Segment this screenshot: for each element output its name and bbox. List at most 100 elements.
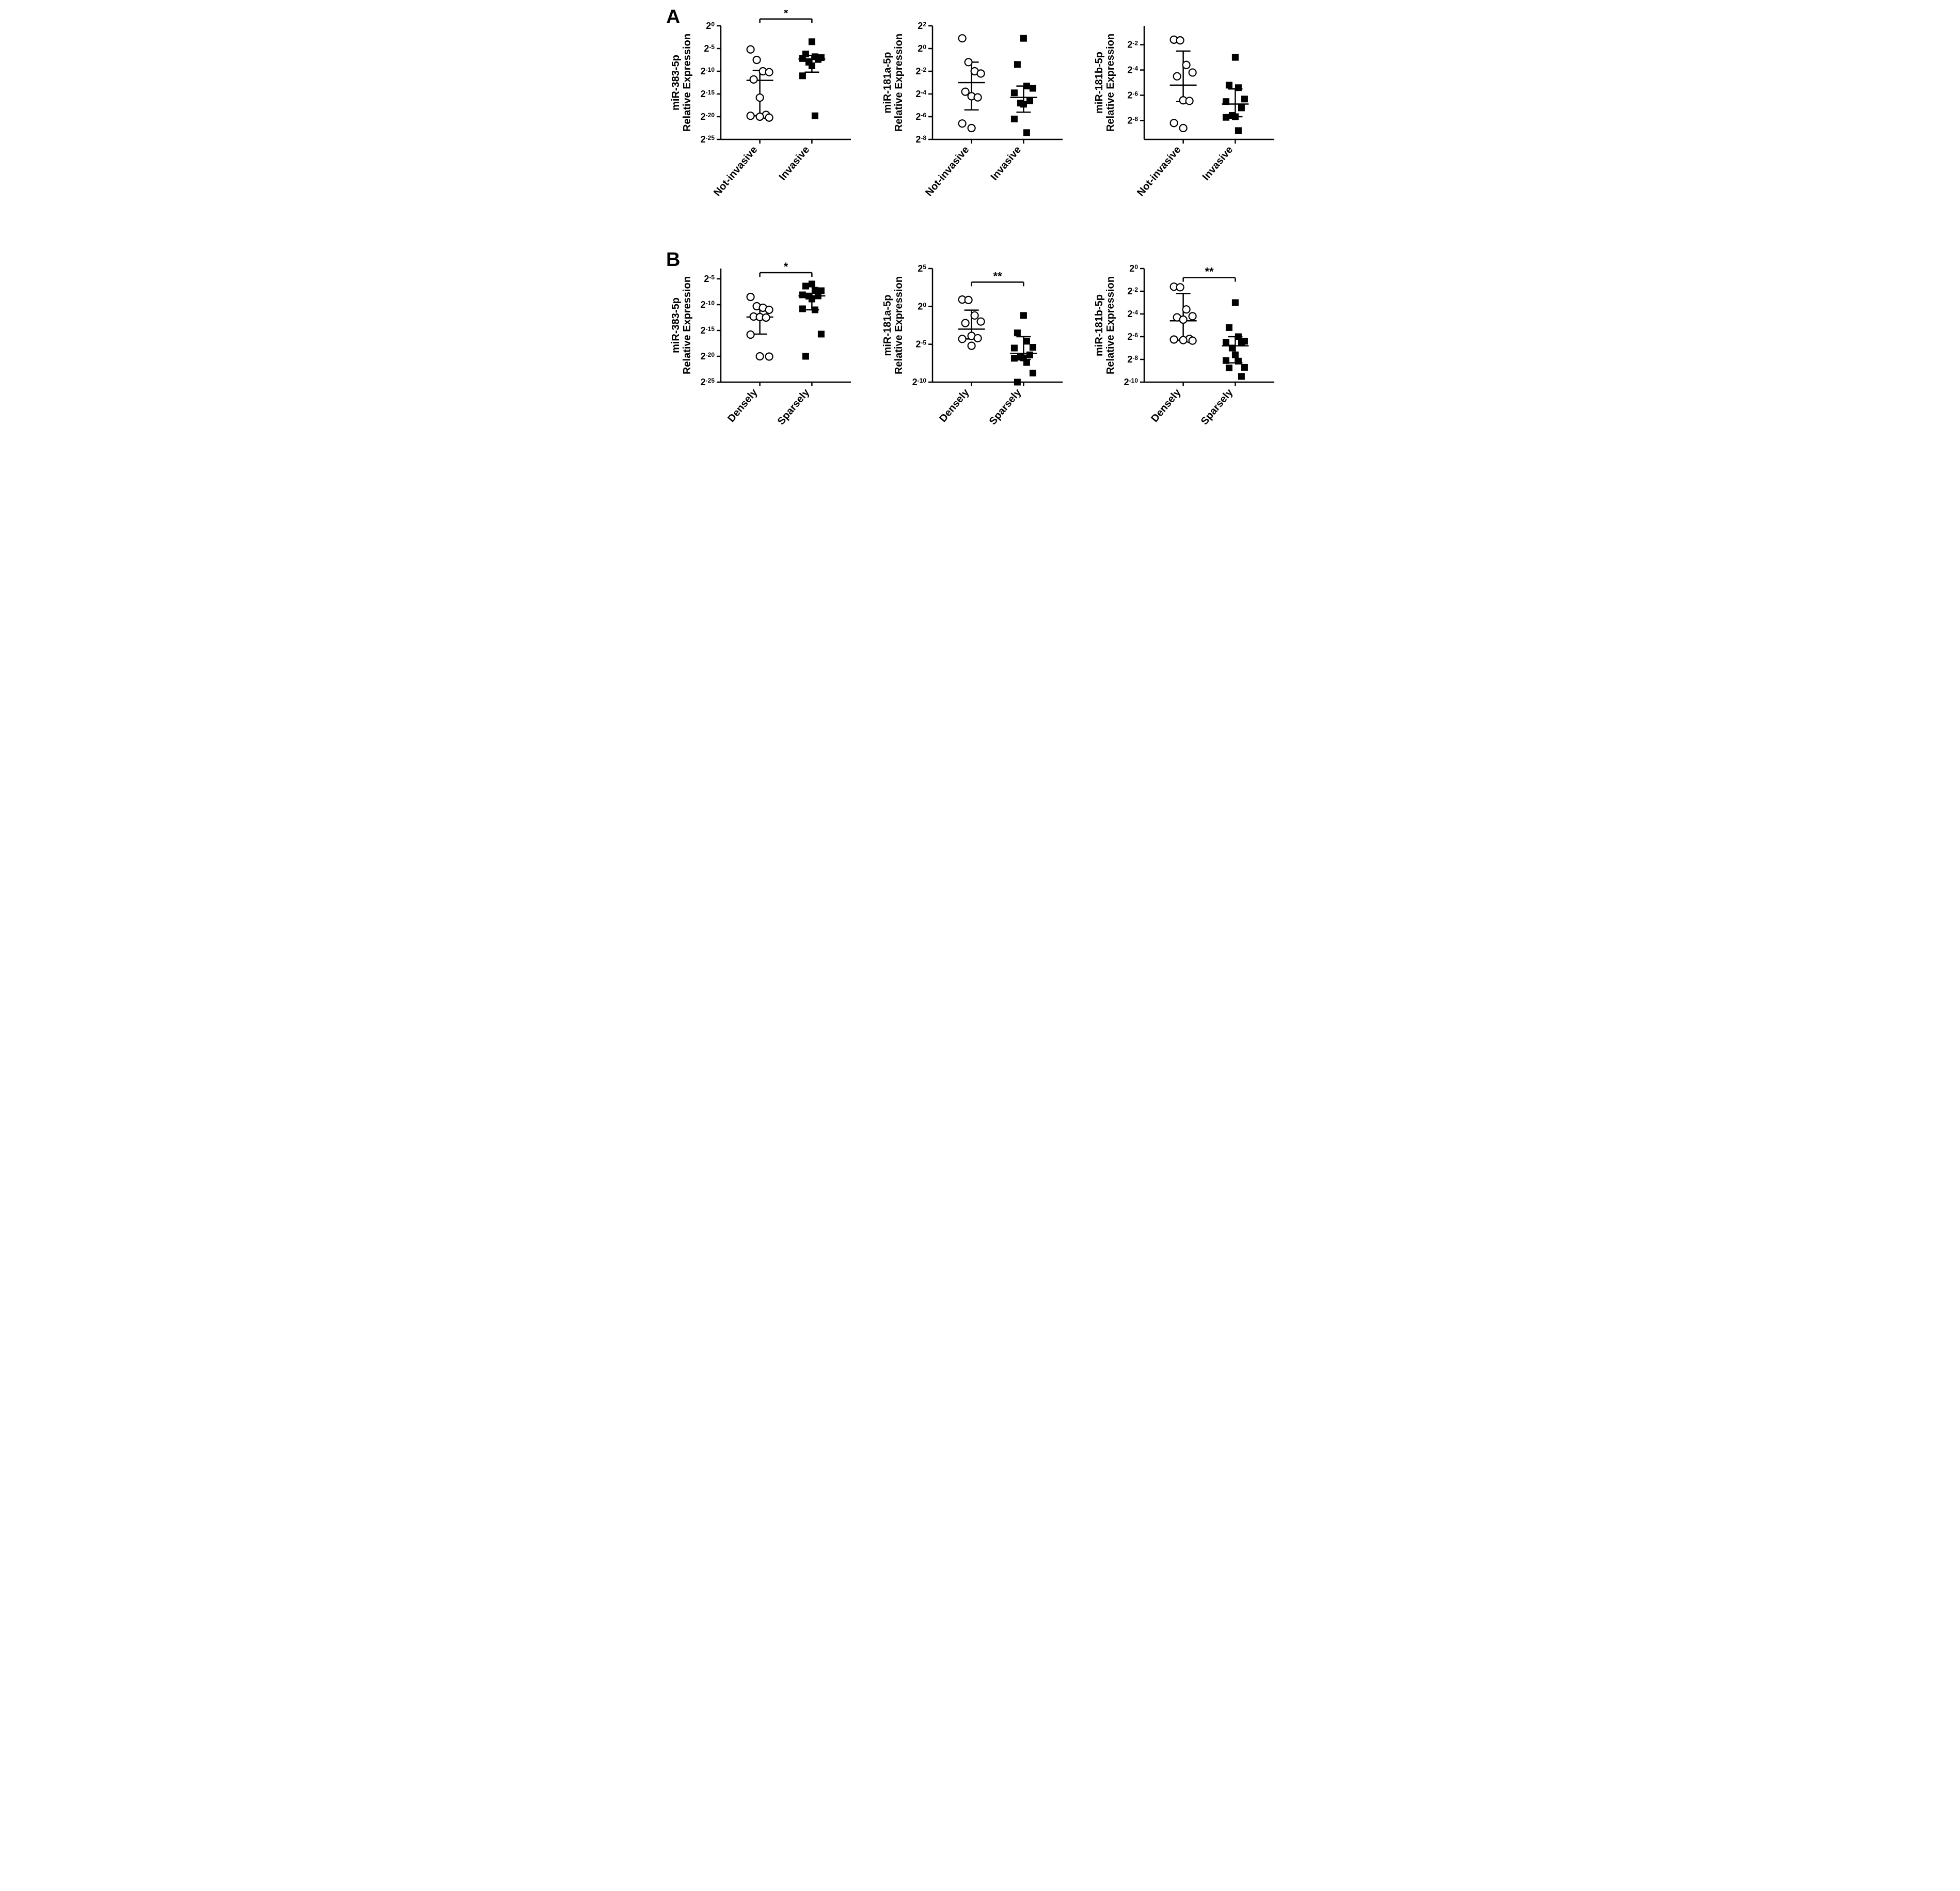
data-point-circle <box>1183 306 1190 313</box>
data-point-circle <box>747 293 754 301</box>
y-axis-label-line: Relative Expression <box>893 34 905 132</box>
data-point-square <box>815 293 821 300</box>
data-point-circle <box>763 314 770 321</box>
panel-B1: B2-52-102-152-202-25miR-383-5pRelative E… <box>670 253 866 475</box>
data-point-square <box>1238 340 1245 346</box>
ytick-label: 2-2 <box>1127 286 1138 296</box>
data-point-square <box>799 72 806 79</box>
ytick-label: 2-10 <box>701 66 715 76</box>
x-category-label: Invasive <box>989 144 1024 183</box>
data-point-square <box>1023 83 1030 89</box>
data-point-circle <box>766 353 773 360</box>
ytick-label: 2-8 <box>1127 354 1138 365</box>
data-point-circle <box>1180 316 1187 323</box>
data-point-square <box>1223 339 1229 346</box>
y-axis-label-line: Relative Expression <box>682 276 693 374</box>
y-axis-label-line: miR-383-5p <box>670 55 682 111</box>
data-point-square <box>1014 329 1021 336</box>
data-point-square <box>1026 98 1033 104</box>
ytick-label: 2-8 <box>1127 115 1138 125</box>
ytick-label: 2-20 <box>701 112 715 122</box>
data-point-circle <box>1177 283 1184 291</box>
data-point-square <box>1030 370 1036 376</box>
data-point-square <box>1020 35 1027 42</box>
data-point-circle <box>756 94 764 101</box>
ytick-label: 20 <box>918 301 926 311</box>
panel-B3: 202-22-42-62-82-10miR-181b-5pRelative Ex… <box>1094 253 1290 475</box>
ytick-label: 2-2 <box>1127 40 1138 50</box>
ytick-label: 2-15 <box>701 89 715 99</box>
y-axis-label-line: Relative Expression <box>1105 34 1116 132</box>
data-point-square <box>1023 338 1030 344</box>
data-point-circle <box>977 318 985 325</box>
y-axis-label-line: Relative Expression <box>893 276 905 374</box>
data-point-square <box>1020 101 1027 107</box>
y-axis-label-line: Relative Expression <box>1105 276 1116 374</box>
data-point-square <box>1020 312 1027 319</box>
data-point-square <box>1235 127 1242 134</box>
data-point-square <box>1023 129 1030 136</box>
panel-A1: A202-52-102-152-202-25miR-383-5pRelative… <box>670 10 866 232</box>
y-axis-label-line: miR-181b-5p <box>1094 52 1105 114</box>
x-category-label: Densely <box>1149 386 1183 424</box>
data-point-circle <box>1186 97 1193 104</box>
ytick-label: 2-10 <box>1124 377 1139 387</box>
ytick-label: 2-5 <box>915 339 926 350</box>
data-point-circle <box>766 114 773 121</box>
data-point-circle <box>756 353 764 360</box>
ytick-label: 2-4 <box>1127 65 1138 75</box>
data-point-square <box>809 281 815 288</box>
data-point-square <box>809 62 815 69</box>
ytick-label: 20 <box>918 43 926 54</box>
x-category-label: Densely <box>725 386 760 424</box>
x-category-label: Not-invasive <box>923 144 971 198</box>
data-point-square <box>812 113 818 119</box>
ytick-label: 2-25 <box>701 377 715 387</box>
data-point-circle <box>962 320 969 327</box>
data-point-circle <box>1180 337 1187 344</box>
significance-label: ** <box>993 270 1002 282</box>
ytick-label: 2-4 <box>915 89 926 99</box>
data-point-square <box>802 283 809 290</box>
panel-A3: 2-2 2-4 2-6 2-8 miR-181b-5pRelative Expressi… <box>1094 10 1290 232</box>
data-point-circle <box>1177 37 1184 44</box>
x-category-label: Sparsely <box>987 386 1024 427</box>
data-point-square <box>1014 379 1021 386</box>
ytick-label: 2-4 <box>1127 309 1138 319</box>
data-point-square <box>799 55 806 62</box>
data-point-circle <box>753 56 761 64</box>
data-point-square <box>1241 364 1248 371</box>
data-point-square <box>1229 345 1236 352</box>
data-point-circle <box>766 306 773 313</box>
data-point-square <box>1011 89 1018 96</box>
data-point-circle <box>1189 312 1196 320</box>
ytick-label: 2-10 <box>701 300 715 310</box>
data-point-square <box>1014 61 1021 68</box>
data-point-square <box>802 353 809 360</box>
ytick-label: 2-6 <box>915 112 926 122</box>
data-point-circle <box>756 113 764 120</box>
ytick-label: 20 <box>706 21 715 31</box>
ytick-label: 2-5 <box>704 274 715 284</box>
ytick-label: 2-15 <box>701 325 715 336</box>
data-point-square <box>812 307 818 313</box>
ytick-label: 20 <box>1129 263 1138 274</box>
data-point-circle <box>747 331 754 338</box>
y-axis-label-line: miR-181a-5p <box>882 295 893 356</box>
data-point-square <box>1232 114 1239 120</box>
data-point-circle <box>1180 124 1187 132</box>
data-point-square <box>818 331 825 338</box>
data-point-square <box>1011 355 1018 361</box>
data-point-circle <box>959 335 966 342</box>
ytick-label: 25 <box>918 263 926 274</box>
data-point-square <box>815 56 821 63</box>
ytick-label: 2-25 <box>701 134 715 145</box>
data-point-square <box>1238 104 1245 111</box>
ytick-label: 2-6 <box>1127 90 1138 100</box>
panel-A2: 22202-22-42-62-8miR-181a-5pRelative Expr… <box>882 10 1078 232</box>
data-point-circle <box>1183 61 1190 69</box>
data-point-circle <box>1171 119 1178 127</box>
data-point-circle <box>965 296 972 304</box>
data-point-square <box>1026 352 1033 358</box>
data-point-circle <box>747 46 754 53</box>
